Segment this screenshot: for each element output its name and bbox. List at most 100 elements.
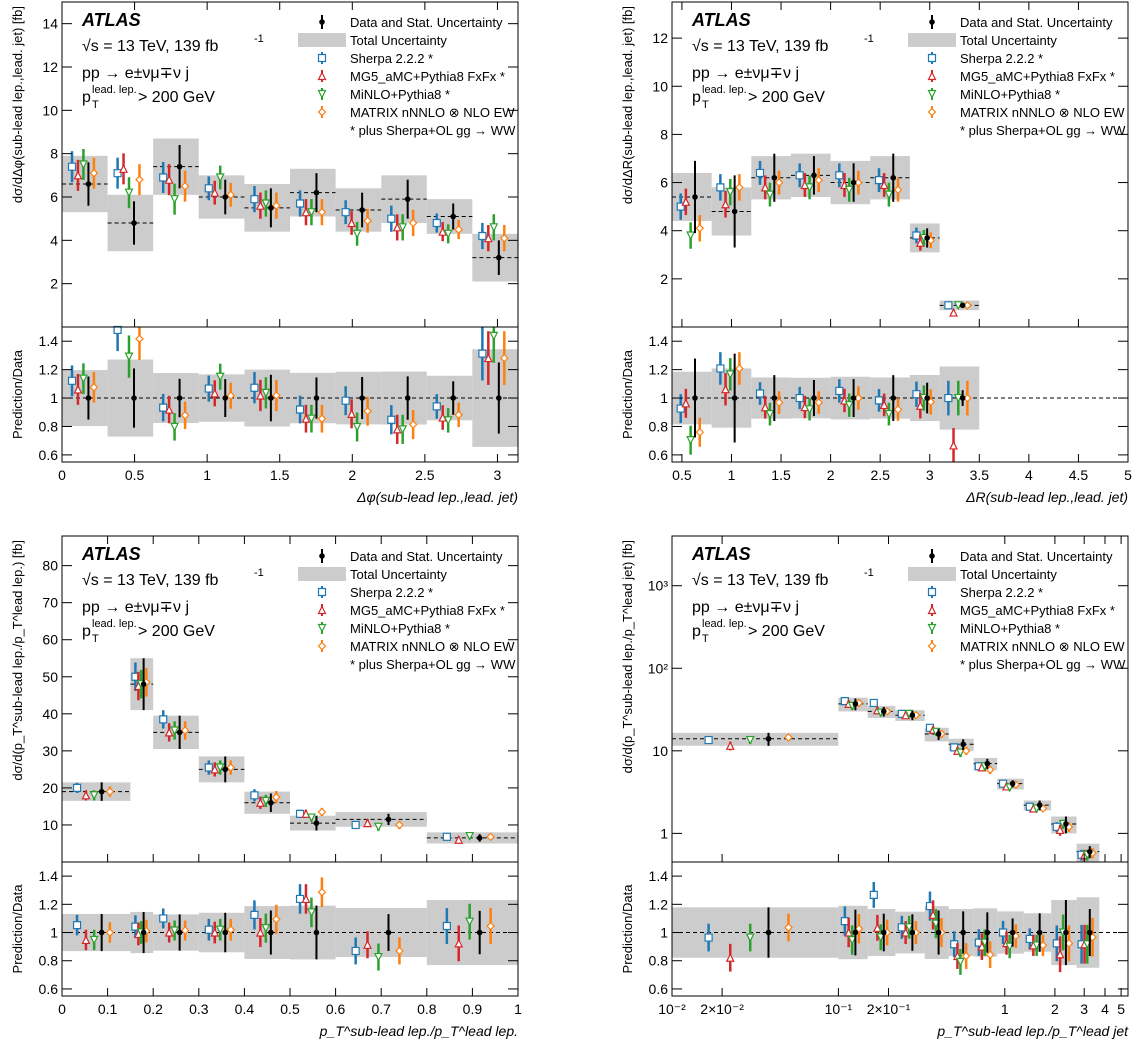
minlo-ratio-marker — [884, 409, 894, 419]
data-ratio-point — [85, 395, 92, 401]
ratio-y-tick-label: 0.6 — [39, 447, 59, 463]
minlo-ratio-marker — [465, 917, 475, 927]
mg5-ratio-marker — [949, 440, 959, 450]
matrix-marker — [395, 820, 404, 830]
legend-sherpa-marker — [927, 587, 937, 597]
matrix-ratio-marker — [735, 364, 744, 373]
x-tick-label: 1.5 — [771, 467, 791, 483]
matrix-marker — [317, 807, 327, 817]
minlo-ratio-marker — [261, 388, 271, 398]
legend-label: MiNLO+Pythia8 * — [350, 621, 450, 636]
mg5-ratio-marker — [901, 927, 911, 937]
y-axis-label: dσ/dΔR(sub-lead lep.,lead. jet) [fb] — [620, 6, 635, 204]
data-point — [960, 741, 966, 748]
mg5-marker — [392, 222, 402, 232]
sherpa-ratio-marker — [897, 923, 906, 932]
ratio-y-tick-label: 0.8 — [39, 953, 59, 969]
ratio-y-tick-label: 1.2 — [649, 896, 669, 912]
mg5-ratio-marker — [73, 384, 83, 394]
sherpa-marker — [755, 168, 765, 178]
x-tick-label: 1 — [203, 467, 211, 483]
data-point — [140, 681, 147, 687]
y-tick-label: 6 — [660, 175, 668, 191]
sherpa-marker — [874, 176, 884, 185]
matrix-marker — [893, 185, 903, 195]
y-tick-label: 1 — [660, 825, 668, 841]
matrix-marker — [363, 216, 372, 226]
atlas-label: ATLAS — [81, 10, 141, 30]
x-tick-label: 5 — [1124, 467, 1132, 483]
minlo-marker — [489, 223, 499, 233]
matrix-marker — [814, 175, 824, 185]
mg5-marker — [949, 307, 959, 317]
ratio-y-axis-label: Prediction/Data — [10, 349, 25, 439]
cut-label-sub: T — [702, 99, 709, 111]
legend-label: MG5_aMC+Pythia8 FxFx * — [350, 603, 505, 618]
legend-note: * plus Sherpa+OL gg → WW — [960, 657, 1126, 672]
sherpa-ratio-marker — [159, 403, 168, 412]
legend-data-point — [319, 553, 325, 559]
mg5-ratio-marker — [879, 400, 889, 410]
legend-band-swatch — [298, 33, 346, 47]
ratio-y-tick-label: 1.4 — [649, 333, 669, 349]
y-tick-label: 12 — [42, 59, 58, 75]
ratio-y-tick-label: 1 — [660, 390, 668, 406]
data-ratio-point — [98, 929, 105, 936]
sherpa-marker — [72, 783, 82, 793]
x-tick-label: 0.5 — [280, 1001, 300, 1017]
x-tick-label: 2 — [1051, 1001, 1059, 1017]
sherpa-marker — [159, 715, 168, 724]
data-point — [450, 213, 456, 220]
mg5-marker — [363, 818, 372, 828]
legend-label: Total Uncertainty — [960, 33, 1057, 48]
data-ratio-point — [385, 929, 392, 936]
minlo-ratio-marker — [1005, 942, 1015, 952]
sherpa-marker — [442, 832, 451, 841]
matrix-marker — [774, 178, 784, 187]
y-tick-label: 8 — [50, 146, 58, 162]
ratio-y-axis-label: Prediction/Data — [620, 349, 635, 439]
data-point — [731, 208, 738, 215]
cut-label-p: p — [82, 89, 91, 106]
sherpa-ratio-marker — [204, 925, 213, 934]
mg5-ratio-marker — [725, 952, 735, 962]
mg5-marker — [681, 196, 691, 206]
sherpa-ratio-marker — [159, 914, 168, 923]
matrix-marker — [784, 733, 793, 742]
cut-label-sub: T — [92, 633, 99, 645]
minlo-marker — [398, 223, 408, 233]
data-point — [176, 163, 183, 170]
x-tick-label: 2.5 — [415, 467, 435, 483]
y-tick-label: 80 — [42, 558, 58, 574]
mg5-ratio-marker — [210, 388, 220, 398]
sherpa-ratio-marker — [250, 383, 259, 392]
x-tick-label: 0.1 — [98, 1001, 118, 1017]
matrix-ratio-marker — [454, 410, 464, 420]
minlo-marker — [765, 190, 775, 200]
x-tick-label: 4 — [1025, 467, 1033, 483]
legend-label: Total Uncertainty — [350, 33, 447, 48]
x-tick-label: 0 — [58, 467, 66, 483]
matrix-marker — [735, 183, 744, 192]
sherpa-ratio-marker — [478, 349, 487, 358]
data-ratio-point — [890, 395, 897, 401]
matrix-ratio-marker — [814, 398, 824, 407]
data-ratio-point — [476, 929, 483, 936]
mg5-ratio-marker — [483, 353, 493, 363]
process-label: pp → e±νμ∓ν j — [692, 599, 799, 616]
legend-sherpa-marker — [317, 53, 327, 63]
legend-note: * plus Sherpa+OL gg → WW — [350, 657, 516, 672]
minlo-ratio-marker — [170, 926, 180, 936]
minlo-ratio-marker — [306, 908, 316, 918]
data-point — [909, 712, 916, 719]
minlo-ratio-marker — [261, 924, 271, 933]
x-tick-label: 0.4 — [235, 1001, 255, 1017]
sherpa-ratio-marker — [113, 325, 122, 335]
energy-label: √s = 13 TeV, 139 fb — [82, 38, 219, 55]
minlo-marker — [745, 735, 755, 745]
matrix-marker — [180, 726, 190, 735]
data-ratio-point — [404, 395, 411, 401]
minlo-marker — [78, 160, 88, 170]
mg5-ratio-marker — [872, 922, 882, 932]
